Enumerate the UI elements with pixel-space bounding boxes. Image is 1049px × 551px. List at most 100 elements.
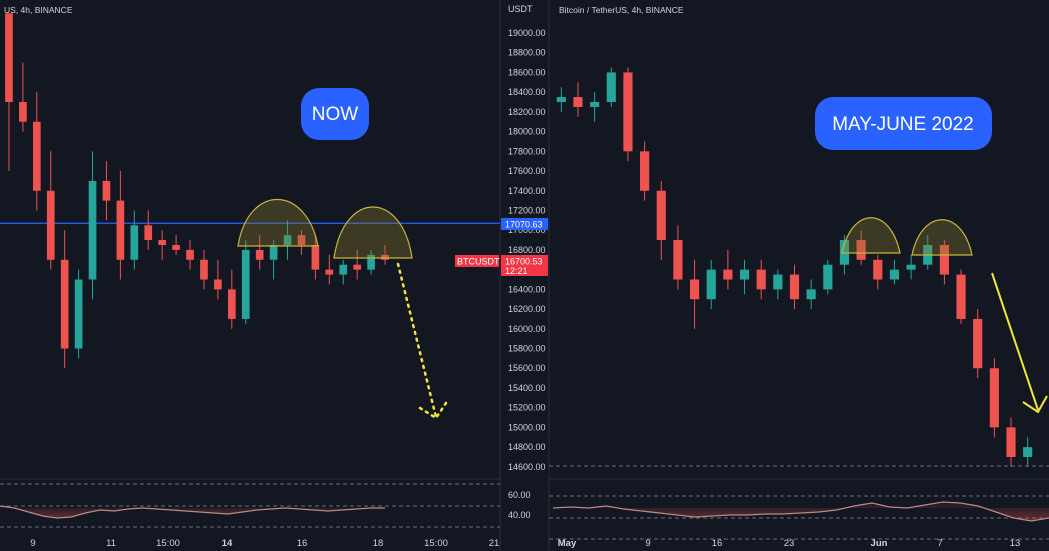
candle-body <box>144 225 153 241</box>
candle-body <box>873 259 883 280</box>
time-tick: 16 <box>297 538 308 549</box>
candle-body <box>1023 447 1033 457</box>
left-time-axis[interactable]: 9 11 15:00 14 16 18 15:00 21 <box>30 538 499 549</box>
price-tick: 19000.00 <box>508 28 546 38</box>
time-tick: 9 <box>645 538 650 549</box>
right-time-axis[interactable]: May 9 16 23 Jun 7 13 <box>558 538 1021 549</box>
candle-body <box>186 249 194 260</box>
price-tick: 15200.00 <box>508 403 546 413</box>
right-candles <box>556 67 1033 467</box>
candle-body <box>889 269 900 280</box>
symbol-tag-bg <box>455 255 499 267</box>
candle-body <box>227 289 236 319</box>
candle-body <box>158 240 167 245</box>
time-tick: 23 <box>784 538 795 549</box>
candle-body <box>590 102 600 107</box>
candle-body <box>200 259 208 280</box>
candle-body <box>640 151 650 191</box>
price-tick: 15800.00 <box>508 344 546 354</box>
left-shoulder-arc <box>237 198 319 247</box>
time-tick: 15:00 <box>156 538 180 549</box>
price-axis-unit: USDT <box>508 4 533 14</box>
candle-body <box>102 180 111 201</box>
candle-body <box>130 225 139 260</box>
candle-body <box>116 200 125 260</box>
decline-arrow <box>991 272 1039 411</box>
price-tick: 17800.00 <box>508 146 546 156</box>
candle-body <box>311 244 320 270</box>
candle-body <box>381 254 389 260</box>
price-tick: 16800.00 <box>508 245 546 255</box>
indicator-tick-40: 40.00 <box>508 510 531 520</box>
left-panel-header: US, 4h, BINANCE <box>4 5 73 15</box>
indicator-line <box>552 501 1049 522</box>
left-candles <box>5 13 389 369</box>
candle-body <box>823 264 833 290</box>
hline-price-tag: 17070.63 <box>505 220 543 230</box>
candle-body <box>60 259 69 349</box>
candle-body <box>773 274 783 290</box>
candle-body <box>325 269 334 275</box>
indicator-line <box>0 505 385 519</box>
now-bubble <box>301 88 369 140</box>
candle-body <box>806 289 816 300</box>
price-tick: 18000.00 <box>508 127 546 137</box>
time-tick: 9 <box>30 538 35 549</box>
price-tick: 15400.00 <box>508 383 546 393</box>
price-tick: 15600.00 <box>508 363 546 373</box>
may-june-bubble <box>815 97 992 150</box>
time-tick: 15:00 <box>424 538 448 549</box>
price-tick: 14800.00 <box>508 442 546 452</box>
candle-body <box>673 240 683 280</box>
candle-body <box>706 269 716 300</box>
price-tick: 16200.00 <box>508 304 546 314</box>
price-tick: 18200.00 <box>508 107 546 117</box>
candle-body <box>353 264 362 270</box>
candle-body <box>839 240 850 265</box>
time-tick: Jun <box>871 538 888 549</box>
projection-arrowhead <box>418 401 448 420</box>
candle-body <box>606 72 616 103</box>
price-tick: 16000.00 <box>508 324 546 334</box>
indicator-fill <box>553 502 1049 521</box>
time-tick: 16 <box>712 538 723 549</box>
candle-body <box>255 249 264 260</box>
left-indicator <box>0 505 385 519</box>
candle-body <box>956 274 966 319</box>
candle-body <box>19 102 27 122</box>
candle-body <box>1006 427 1016 457</box>
price-tick: 15000.00 <box>508 422 546 432</box>
candle-body <box>367 254 375 270</box>
candle-body <box>739 269 750 280</box>
candle-body <box>723 269 733 280</box>
candle-body <box>339 264 348 275</box>
candle-body <box>74 279 83 349</box>
candle-body <box>689 279 700 300</box>
projection-dotted-arrow <box>396 262 438 419</box>
candle-body <box>241 249 250 319</box>
decline-arrowhead <box>1022 395 1048 414</box>
candle-body <box>756 269 766 290</box>
hline-price-tag-bg <box>501 218 548 230</box>
candle-body <box>906 264 916 270</box>
may-june-bubble-text: MAY-JUNE 2022 <box>832 114 974 135</box>
last-price-tag: 16700.53 <box>505 257 543 267</box>
symbol-tag: BTCUSDT <box>457 257 500 267</box>
indicator-tick-60: 60.00 <box>508 490 531 500</box>
candle-body <box>297 235 306 245</box>
candle-body <box>789 274 800 300</box>
indicator-guides <box>0 483 1049 540</box>
left-head-arc <box>333 206 413 259</box>
price-tick: 18800.00 <box>508 48 546 58</box>
price-axis-ticks[interactable]: 19000.00 18800.00 18600.00 18400.00 18200.00… <box>508 28 546 472</box>
time-tick: 11 <box>106 538 116 549</box>
candle-body <box>973 318 983 369</box>
candle-body <box>214 279 222 290</box>
candle-body <box>573 97 583 107</box>
candle-body <box>989 368 999 428</box>
price-tick: 17400.00 <box>508 186 546 196</box>
now-bubble-text: NOW <box>312 104 359 125</box>
candle-body <box>556 97 566 103</box>
